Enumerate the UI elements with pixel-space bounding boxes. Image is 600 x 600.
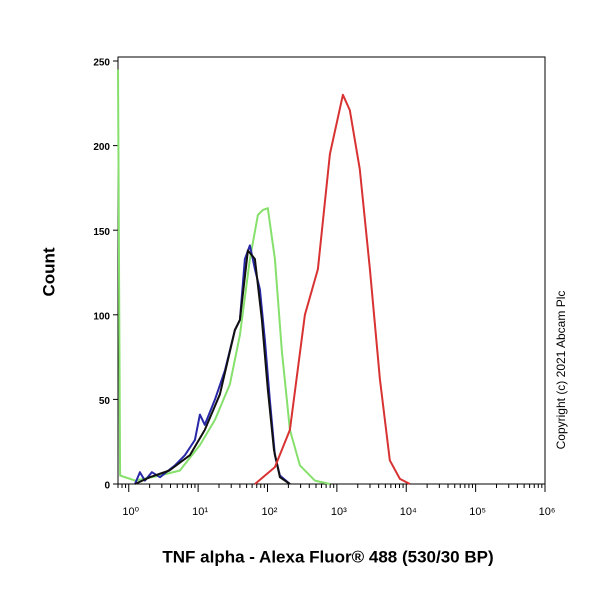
histogram-line bbox=[134, 249, 291, 485]
x-tick-label: 10⁵ bbox=[469, 506, 486, 518]
histogram-line bbox=[117, 69, 331, 485]
histogram-line bbox=[254, 93, 411, 485]
x-axis-title: TNF alpha - Alexa Fluor® 488 (530/30 BP) bbox=[162, 547, 493, 566]
x-tick-label: 10² bbox=[262, 506, 278, 518]
x-tick-label: 10⁴ bbox=[400, 506, 417, 518]
y-tick-label: 150 bbox=[93, 227, 110, 238]
x-tick-label: 10¹ bbox=[192, 506, 208, 518]
x-tick-label: 10⁶ bbox=[539, 506, 556, 518]
y-tick-label: 200 bbox=[93, 142, 110, 153]
y-tick-label: 100 bbox=[93, 311, 110, 322]
copyright: Copyright (c) 2021 Abcam Plc bbox=[554, 291, 568, 450]
y-tick-label: 0 bbox=[104, 481, 110, 492]
y-tick-label: 250 bbox=[93, 58, 110, 69]
y-axis-title: Count bbox=[39, 247, 58, 296]
x-tick-label: 10⁰ bbox=[122, 506, 139, 518]
y-tick-label: 50 bbox=[99, 396, 111, 407]
x-tick-label: 10³ bbox=[331, 506, 347, 518]
plot-frame bbox=[117, 56, 546, 485]
